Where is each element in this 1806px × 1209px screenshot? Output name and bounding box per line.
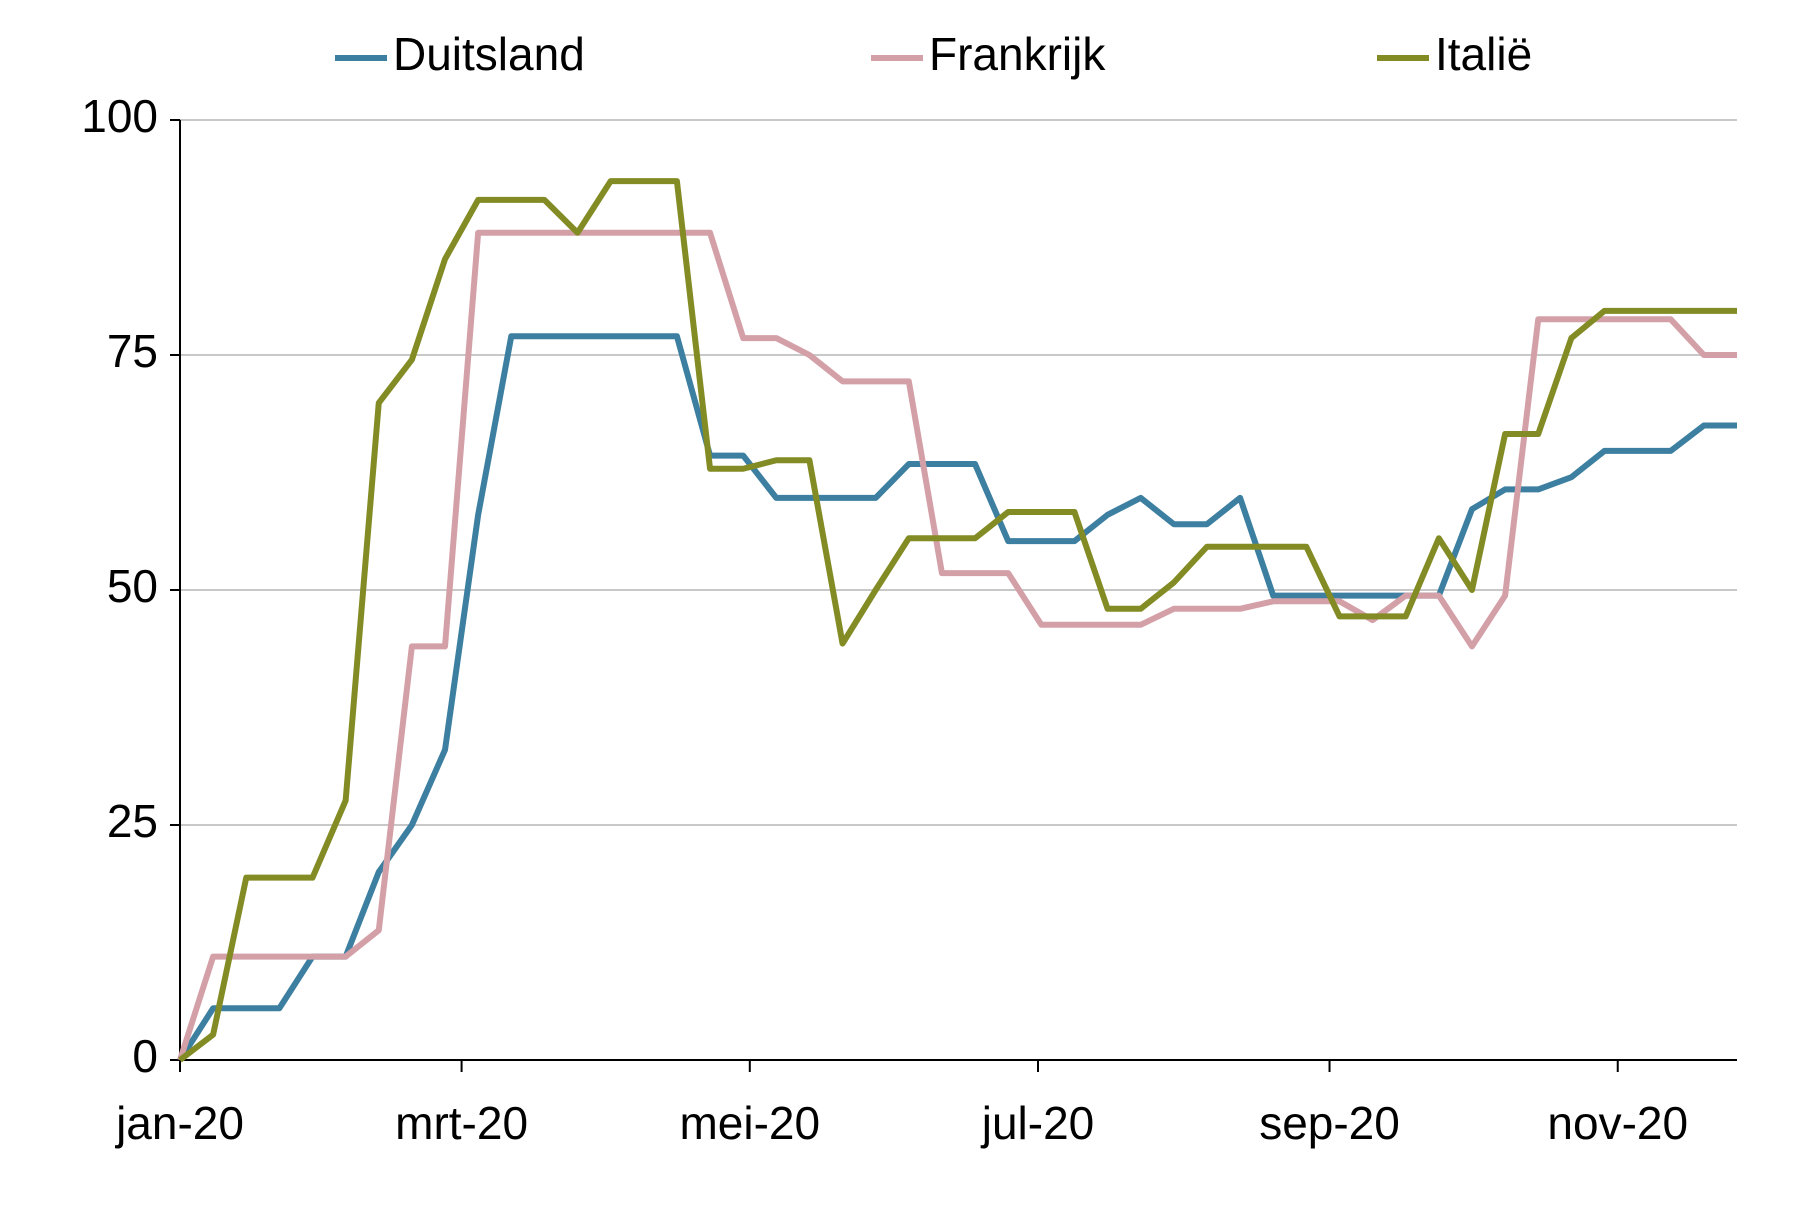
y-tick-label: 75	[107, 325, 158, 377]
y-tick-label: 100	[81, 90, 158, 142]
series-line	[177, 229, 1737, 1061]
x-tick-label: mei-20	[679, 1097, 820, 1149]
x-tick-label: nov-20	[1547, 1097, 1688, 1149]
x-tick-label: jan-20	[114, 1097, 244, 1149]
x-tick-label: mrt-20	[395, 1097, 528, 1149]
legend-label: Frankrijk	[929, 28, 1106, 80]
x-tick-label: sep-20	[1259, 1097, 1400, 1149]
series-line	[177, 333, 1737, 1062]
y-tick-label: 25	[107, 795, 158, 847]
y-tick-label: 50	[107, 560, 158, 612]
series-line	[178, 178, 1737, 1063]
legend-label: Italië	[1435, 28, 1532, 80]
y-tick-label: 0	[132, 1030, 158, 1082]
x-tick-label: jul-20	[980, 1097, 1095, 1149]
legend-label: Duitsland	[393, 28, 585, 80]
